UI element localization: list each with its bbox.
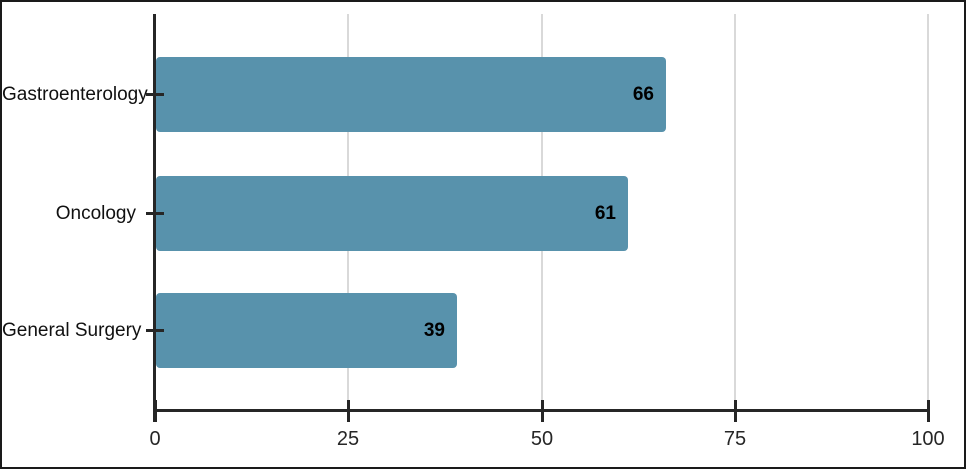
gridline [927, 14, 929, 411]
category-axis-tick [146, 93, 164, 96]
x-axis-tick [734, 400, 737, 422]
x-axis-tick [154, 400, 157, 422]
bar-general-surgery [156, 293, 457, 368]
y-axis-line [153, 14, 156, 422]
x-axis-tick [541, 400, 544, 422]
category-label-general-surgery: General Surgery [2, 319, 142, 341]
category-axis-tick [146, 212, 164, 215]
category-label-gastroenterology: Gastroenterology [2, 83, 148, 105]
x-axis-tick-label: 50 [530, 428, 554, 450]
x-axis-tick-label: 0 [149, 428, 161, 450]
x-axis-tick [927, 400, 930, 422]
bar-gastroenterology [156, 57, 666, 132]
bar-value-label: 61 [594, 202, 616, 224]
x-axis-tick-label: 75 [723, 428, 747, 450]
x-axis-tick [347, 400, 350, 422]
bar-value-label: 39 [423, 319, 445, 341]
x-axis-tick-label: 100 [911, 428, 945, 450]
bar-value-label: 66 [632, 83, 654, 105]
x-axis-tick-label: 25 [336, 428, 360, 450]
category-axis-tick [146, 329, 164, 332]
gridline [734, 14, 736, 411]
category-label-oncology: Oncology [55, 202, 136, 224]
bar-oncology [156, 176, 628, 251]
